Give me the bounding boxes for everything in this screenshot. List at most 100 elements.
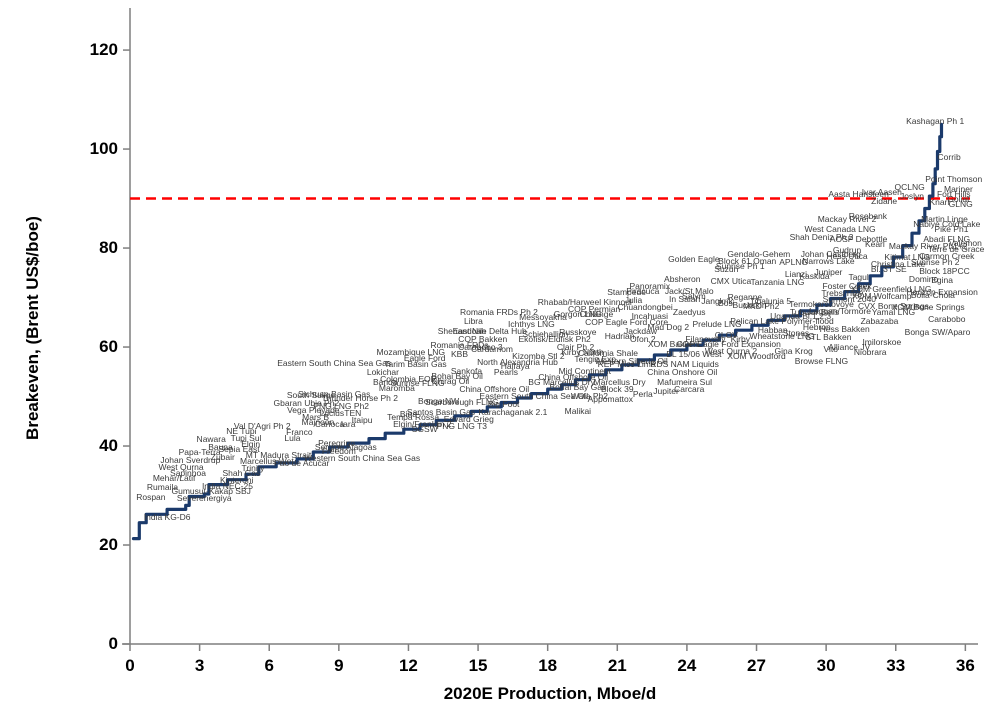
project-label: Hebron: [802, 322, 831, 333]
project-label: Zaedyus: [672, 306, 706, 317]
project-label: Narrows Lake: [802, 255, 855, 266]
project-label: Sichuan Basin Gas: [298, 389, 371, 400]
x-tick-label: 3: [194, 656, 205, 675]
project-label: Egina: [931, 275, 954, 286]
project-label: Libra: [463, 315, 483, 326]
project-label: Romania FRDs Ph 2: [459, 306, 538, 317]
project-label: Kitimat LNG: [884, 251, 931, 262]
project-label: Rhabab/Harweel Kinnoul: [537, 297, 632, 308]
project-label: Lula: [284, 432, 301, 443]
project-label: Ofon 2: [630, 334, 656, 345]
project-label: Horizon Expansion: [906, 287, 978, 298]
project-label: Mozambique LNG: [376, 347, 446, 358]
project-label: COP Eagle Ford Core: [585, 317, 669, 328]
project-label: Eastern South China Sea Gas: [277, 358, 392, 369]
project-label: KBB: [450, 349, 469, 360]
project-label: Foster Creek: [822, 281, 872, 292]
project-label: XOM Woodford: [727, 350, 786, 361]
project-label: Block 39: [600, 384, 634, 395]
project-label: AOSP Debottle: [829, 234, 888, 245]
project-label: Hadrian: [604, 331, 635, 342]
project-label: Big Foot: [487, 398, 520, 409]
project-label: Buckskin: [732, 300, 767, 311]
project-label: Panoramix: [629, 281, 671, 292]
project-label: Kinteroni: [219, 475, 254, 486]
project-label: Kizomba Stl 2: [512, 350, 565, 361]
project-label: BL 15/06 West: [666, 349, 722, 360]
project-label: Hess Utica: [826, 251, 868, 262]
project-label: Prelude LNG: [692, 319, 742, 330]
project-label: Tengiz Exp.: [574, 353, 619, 364]
y-tick-label: 20: [99, 535, 118, 554]
project-label: Clair Ph 2: [556, 342, 595, 353]
y-tick-label: 60: [99, 337, 118, 357]
project-label: Chirag Oil: [431, 376, 470, 387]
project-label: Bohai Bay Oil: [431, 371, 483, 382]
project-label: Gbaran Ubie Ph2: [273, 398, 340, 409]
x-tick-label: 18: [538, 656, 558, 675]
project-label: Bolla-Chola: [910, 290, 955, 301]
project-label: Tempa Rossa: [387, 411, 440, 422]
project-label: West Canada LNG: [804, 224, 876, 235]
project-label: Marcellus Wet: [240, 455, 294, 466]
project-label: Rumaila: [146, 482, 179, 493]
project-label: China Onshore Oil: [647, 367, 718, 378]
project-label: Shenandoah: [437, 326, 486, 337]
project-label: Rospan: [136, 492, 166, 503]
y-tick-label: 40: [99, 436, 118, 456]
project-label: In Salah: [668, 294, 701, 305]
project-label: XOM Bone Springs: [891, 301, 965, 312]
project-label: Yamal LNG: [871, 306, 916, 317]
cost-curve-line: [131, 122, 944, 541]
project-label: Papa-Terra: [178, 446, 221, 457]
project-label: QCLNG: [894, 182, 925, 193]
project-label: Zidane: [871, 196, 898, 207]
project-label: Stampede: [607, 287, 646, 298]
project-label: Tubular Bells: [789, 306, 840, 317]
project-label: Goliat: [947, 194, 970, 205]
project-label: CMX Utica: [710, 276, 752, 287]
project-label: South Sulige: [286, 389, 336, 400]
project-label: Marcellus Dry: [593, 377, 646, 388]
project-label: China Offshore Oil: [459, 384, 530, 395]
project-label: Kirby North: [561, 347, 604, 358]
project-label: Block 18PCC: [919, 265, 970, 276]
project-label: CVX Bone Springs: [857, 300, 929, 311]
x-tick-label: 27: [747, 656, 766, 675]
project-label: Sunrise FLNG: [390, 378, 445, 389]
project-label: RDS NAM Liquids: [650, 358, 719, 369]
project-label: Pike Ph1: [934, 224, 969, 235]
project-label: Bonga SW/Aparo: [904, 327, 971, 338]
project-label: Franco: [286, 427, 313, 438]
project-label: Malikai: [564, 405, 592, 416]
project-label: Golden Eagle: [668, 253, 720, 264]
project-label: Jangkrik: [701, 296, 733, 307]
project-label: Cardamom: [470, 344, 514, 355]
project-label: Appomattox: [587, 394, 634, 405]
project-label: GLNG: [948, 199, 973, 210]
project-label: Carabobo: [928, 313, 966, 324]
project-label: SGSW: [411, 424, 438, 435]
project-label: Edvard Grieg: [443, 413, 494, 424]
project-label: Gudrun: [832, 245, 862, 256]
project-label: MT Madura Strait: [245, 449, 312, 460]
project-label: Suzun: [714, 263, 739, 274]
project-label: Surmont 2040: [822, 294, 877, 305]
project-label: Jack/St Malo: [664, 286, 714, 297]
project-label: Bina: [399, 408, 417, 419]
project-label: Zubair: [210, 452, 235, 463]
project-label: Carabobo 3: [458, 342, 503, 353]
project-labels-layer: Rospan India KG-D6 Rumaila Mehar/Latif West …: [130, 8, 984, 644]
project-label: Martin Linge: [921, 213, 968, 224]
project-label: Bauna: [208, 442, 233, 453]
x-tick-label: 24: [677, 656, 697, 675]
project-label: Val D'Agri Ph 2: [233, 421, 291, 432]
project-label: Shah Deniz Ph 2: [789, 232, 854, 243]
project-label: Bl. 3T SE: [870, 263, 907, 274]
project-label: Russkoye: [559, 327, 597, 338]
project-label: Gumusut-Kakap SBJ: [171, 485, 251, 496]
project-label: XOM Bakken: [647, 339, 699, 350]
project-label: Tanzania LNG: [750, 277, 805, 288]
project-label: Pao de Acucar: [274, 457, 330, 468]
